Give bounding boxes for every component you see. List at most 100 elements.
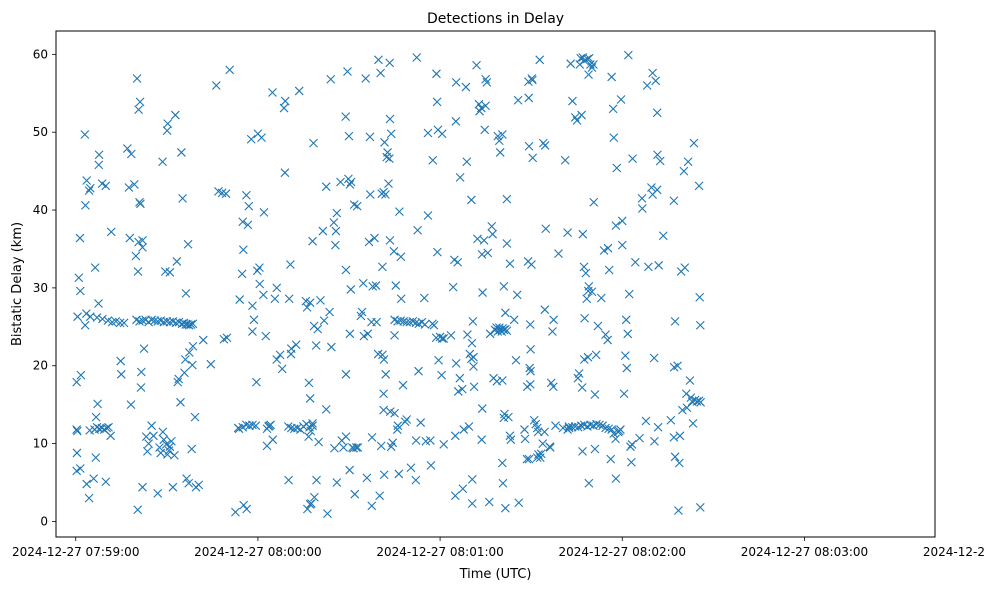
data-point-marker <box>463 330 472 339</box>
data-point-marker <box>182 474 191 484</box>
data-point-marker <box>378 262 387 272</box>
data-point-marker <box>637 204 647 213</box>
data-point-marker <box>94 160 104 170</box>
data-point-marker <box>482 77 492 87</box>
data-point-marker <box>622 363 632 373</box>
data-point-marker <box>502 239 512 248</box>
data-point-marker <box>483 248 493 258</box>
data-point-marker <box>180 368 189 378</box>
data-point-marker <box>626 457 636 467</box>
data-point-marker <box>345 465 354 475</box>
data-point-marker <box>393 421 403 431</box>
data-point-marker <box>94 299 103 308</box>
data-point-marker <box>138 236 147 245</box>
data-point-marker <box>589 60 598 69</box>
data-point-marker <box>341 265 351 275</box>
data-point-marker <box>467 338 477 348</box>
data-point-marker <box>670 452 680 462</box>
data-point-marker <box>345 179 355 189</box>
data-point-marker <box>244 201 254 211</box>
data-point-marker <box>666 415 676 425</box>
data-point-marker <box>305 499 315 509</box>
data-point-marker <box>389 246 399 256</box>
data-point-marker <box>308 421 317 431</box>
data-point-marker <box>259 207 269 217</box>
data-point-marker <box>412 53 422 62</box>
data-point-marker <box>156 448 166 458</box>
data-point-marker <box>593 321 603 331</box>
marker-layer <box>72 50 705 519</box>
data-point-marker <box>527 260 536 269</box>
data-point-marker <box>82 176 92 185</box>
data-point-marker <box>474 99 484 109</box>
data-point-marker <box>512 290 522 300</box>
data-point-marker <box>72 425 82 434</box>
data-point-marker <box>497 376 507 385</box>
data-point-marker <box>158 427 168 437</box>
data-point-marker <box>261 331 271 341</box>
data-point-marker <box>679 166 689 176</box>
data-point-marker <box>143 446 152 456</box>
data-point-marker <box>138 243 147 252</box>
data-point-marker <box>385 236 395 245</box>
y-tick-label: 20 <box>33 359 48 373</box>
data-point-marker <box>498 478 508 488</box>
data-point-marker <box>188 341 198 351</box>
data-point-marker <box>652 185 662 195</box>
data-point-marker <box>506 435 516 445</box>
data-point-marker <box>688 418 698 428</box>
data-point-marker <box>309 492 319 502</box>
data-point-marker <box>548 327 557 336</box>
data-point-marker <box>94 150 104 160</box>
data-point-marker <box>364 237 374 247</box>
data-point-marker <box>590 390 600 399</box>
data-point-marker <box>527 74 537 83</box>
data-point-marker <box>284 294 294 304</box>
data-point-marker <box>601 423 610 433</box>
data-point-marker <box>488 229 498 239</box>
data-point-marker <box>658 231 668 241</box>
data-point-marker <box>467 475 477 484</box>
data-point-marker <box>264 422 273 431</box>
data-point-marker <box>309 138 318 148</box>
data-point-marker <box>379 470 389 480</box>
data-point-marker <box>541 224 551 234</box>
data-point-marker <box>392 425 402 434</box>
data-point-marker <box>477 250 487 259</box>
data-point-marker <box>396 294 406 304</box>
data-point-marker <box>381 190 390 199</box>
data-point-marker <box>153 489 163 498</box>
data-point-marker <box>74 273 84 283</box>
data-point-marker <box>526 366 535 376</box>
data-point-marker <box>90 263 100 273</box>
data-point-marker <box>432 69 441 79</box>
data-point-marker <box>623 50 633 60</box>
data-point-marker <box>533 427 543 437</box>
data-point-marker <box>464 422 474 431</box>
data-point-marker <box>652 108 662 118</box>
data-point-marker <box>84 493 94 503</box>
data-point-marker <box>149 431 158 441</box>
data-point-marker <box>628 154 637 164</box>
data-point-marker <box>481 101 491 111</box>
data-point-marker <box>624 289 634 299</box>
data-point-marker <box>211 81 221 90</box>
data-point-marker <box>670 316 680 326</box>
data-point-marker <box>305 394 315 403</box>
data-point-marker <box>564 423 574 433</box>
data-point-marker <box>649 353 659 363</box>
data-point-marker <box>353 443 363 452</box>
data-point-marker <box>603 335 613 345</box>
data-point-marker <box>577 110 586 120</box>
data-point-marker <box>520 434 530 444</box>
data-point-marker <box>138 482 147 492</box>
data-point-marker <box>249 315 259 325</box>
data-point-marker <box>345 329 355 339</box>
data-point-marker <box>448 282 458 292</box>
data-point-marker <box>176 397 185 407</box>
data-point-marker <box>326 74 336 84</box>
data-point-marker <box>248 327 257 336</box>
data-point-marker <box>238 217 248 227</box>
data-point-marker <box>458 484 468 494</box>
data-point-marker <box>538 138 548 148</box>
